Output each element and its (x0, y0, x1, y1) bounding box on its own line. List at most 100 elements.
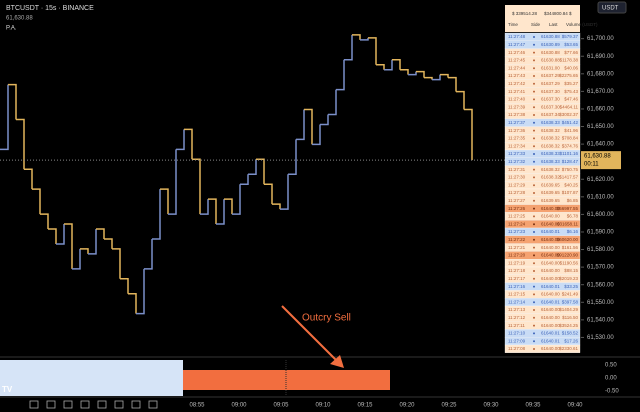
side-dot (533, 246, 535, 249)
price-step (312, 124, 321, 146)
y-tick-label: 61,640.00 (587, 142, 614, 148)
trade-price: 61637.34 (541, 112, 560, 117)
trade-volume: $1417.57 (559, 175, 578, 180)
price-step (48, 228, 57, 244)
lower-panel-shade (0, 360, 183, 396)
trade-time: 11:27:32 (508, 159, 526, 164)
column-header: Last (549, 22, 558, 27)
trade-time: 11:27:29 (508, 182, 526, 187)
price-step (16, 118, 25, 170)
trade-price: 61637.29 (541, 81, 560, 86)
price-step (320, 114, 329, 126)
price-step (160, 188, 169, 215)
column-header: Time (508, 22, 518, 27)
currency-select[interactable] (597, 1, 627, 14)
x-tick-label: 09:10 (315, 403, 331, 409)
trade-time: 11:27:18 (508, 268, 526, 273)
trade-volume: $2275.65 (559, 73, 578, 78)
lower-tick-label: 0.50 (605, 363, 617, 369)
trade-price: 61639.65 (541, 198, 560, 203)
price-step (384, 59, 393, 71)
trade-volume: $1101.16 (560, 151, 579, 156)
trade-volume: $33.25 (564, 284, 578, 289)
trade-price: 61640.00 (541, 315, 560, 320)
trade-volume: $41.96 (564, 128, 578, 133)
price-step (392, 58, 401, 70)
trade-time: 11:27:45 (508, 58, 526, 63)
y-tick-label: 61,690.00 (587, 54, 614, 60)
trade-price: 61639.65 (541, 182, 560, 187)
side-dot (533, 262, 535, 265)
side-dot (533, 309, 535, 311)
symbol: BTCUSDT · 15s · BINANCE (6, 5, 94, 12)
y-tick-label: 61,570.00 (587, 265, 614, 271)
trade-time: 11:27:44 (508, 65, 526, 70)
countdown: 00:11 (584, 162, 599, 168)
trade-price: 61637.30 (541, 104, 560, 109)
side-dot (533, 285, 535, 288)
trade-volume: $161.56 (562, 245, 579, 250)
price-step (112, 248, 121, 279)
trade-time: 11:27:08 (508, 346, 526, 351)
column-header: Side (531, 22, 541, 27)
side-dot (533, 254, 535, 257)
side-dot (533, 316, 535, 319)
trade-time: 11:27:14 (508, 299, 526, 304)
trade-time: 11:27:27 (508, 198, 526, 203)
trade-volume: $107.87 (562, 190, 579, 195)
trade-volume: $75.43 (564, 89, 578, 94)
annotation: Outcry Sell (302, 313, 351, 324)
price-step (440, 73, 449, 78)
y-tick-label: 61,700.00 (587, 36, 614, 42)
currency[interactable]: USDT (602, 6, 619, 12)
y-tick-label: 61,660.00 (587, 107, 614, 113)
trade-volume: $750.75 (562, 167, 579, 172)
trade-time: 11:27:43 (508, 73, 526, 78)
indicator: P.A. (6, 26, 17, 32)
trade-time: 11:27:46 (508, 50, 526, 55)
trade-volume: $128.47 (562, 159, 579, 164)
trade-volume: $56997.55 (557, 206, 579, 211)
trade-volume: $116.50 (562, 315, 578, 320)
trade-price: 61640.01 (541, 331, 560, 336)
side-dot (533, 51, 535, 54)
trade-price: 61640.00 (541, 276, 560, 281)
side-dot (533, 176, 535, 179)
price-step (8, 83, 17, 120)
side-dot (533, 215, 535, 218)
trade-price: 61640.00 (541, 307, 560, 312)
trade-time: 11:27:24 (508, 221, 526, 226)
price-tag-label: 61,630.88 (584, 154, 611, 160)
trade-row-bg (504, 344, 581, 353)
trade-price: 61630.88 (541, 50, 560, 55)
y-tick-label: 61,670.00 (587, 89, 614, 95)
trade-volume: $88.15 (564, 268, 578, 273)
side-dot (533, 199, 535, 202)
x-tick-label: 09:00 (231, 403, 247, 409)
trade-time: 11:27:37 (508, 120, 526, 125)
trade-volume: $91220.90 (557, 253, 579, 258)
trade-price: 61638.32 (541, 128, 560, 133)
trade-volume: $31658.11 (557, 221, 578, 226)
trade-volume: $1404.29 (559, 307, 578, 312)
price-step (152, 189, 161, 240)
price-step (272, 203, 281, 210)
price-step (80, 248, 89, 254)
price-step (40, 213, 49, 230)
price-tag (581, 151, 621, 170)
x-tick-label: 08:55 (189, 403, 205, 409)
x-tick-label: 09:15 (357, 403, 373, 409)
trade-volume: $60620.00 (557, 237, 579, 242)
side-dot (533, 114, 535, 116)
trade-price: 61640.01 (541, 299, 560, 304)
price-step (232, 184, 241, 215)
y-tick-label: 61,540.00 (587, 317, 614, 323)
price-step (200, 199, 209, 215)
trade-price: 61640.01 (541, 284, 560, 289)
tool-icon (80, 400, 90, 409)
price-step (416, 70, 425, 78)
trade-price: 61637.30 (541, 89, 560, 94)
trade-time: 11:27:25 (508, 214, 526, 219)
trade-price: 61640.00 (541, 253, 560, 258)
